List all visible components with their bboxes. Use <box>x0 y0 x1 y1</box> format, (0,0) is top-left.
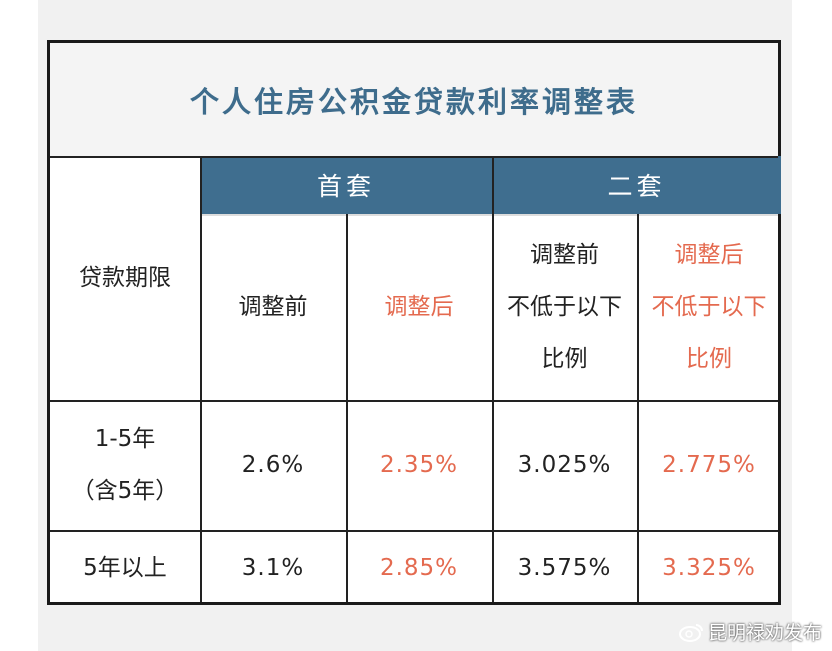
group-header: 二套 <box>492 156 781 214</box>
rate-value: 3.575% <box>517 554 612 581</box>
rate-cell: 2.6% <box>200 400 346 530</box>
rate-value: 3.325% <box>662 554 756 581</box>
rate-value: 2.775% <box>662 452 756 478</box>
rate-cell: 3.025% <box>492 400 637 530</box>
grid-line <box>50 156 778 158</box>
column-header-line: 比例 <box>541 346 588 372</box>
column-header-line: 调整后 <box>674 242 744 268</box>
rate-table: 个人住房公积金贷款利率调整表 首套 二套 贷款期限 调整前 调整后 调整前 不低于以下 比例调… <box>47 40 781 605</box>
rate-value: 2.6% <box>241 452 305 478</box>
row-header-cell: 贷款期限 <box>50 156 200 400</box>
rate-value: 2.35% <box>379 452 459 478</box>
rate-cell: 3.325% <box>637 530 781 605</box>
rate-cell: 2.85% <box>346 530 492 605</box>
column-header-cell: 调整后不低于以下比例 <box>637 214 781 400</box>
column-header-line: 不低于以下 <box>651 294 767 320</box>
column-header-line: 调整后 <box>384 294 454 320</box>
column-header-line: 调整前 <box>238 294 308 320</box>
rate-cell: 2.775% <box>637 400 781 530</box>
term-line: 5年以上 <box>83 554 167 581</box>
term-cell: 5年以上 <box>50 530 200 605</box>
term-line: （含5年） <box>71 478 179 504</box>
grid-line <box>492 156 494 602</box>
rate-cell: 3.575% <box>492 530 637 605</box>
column-header-line: 调整前 <box>530 242 599 268</box>
term-line: 1-5年 <box>94 426 156 452</box>
table-title: 个人住房公积金贷款利率调整表 <box>50 43 778 156</box>
rate-value: 3.025% <box>517 452 612 478</box>
row-header: 贷款期限 <box>79 265 171 291</box>
watermark: 昆明禄劝发布 <box>678 618 822 645</box>
term-cell: 1-5年 （含5年） <box>50 400 200 530</box>
watermark-text: 昆明禄劝发布 <box>707 622 822 644</box>
column-header-line: 不低于以下 <box>507 294 622 320</box>
group-header: 首套 <box>200 156 492 214</box>
column-header-cell: 调整前不低于以下比例 <box>492 214 637 400</box>
grid-line <box>200 156 202 602</box>
grid-line <box>346 214 348 602</box>
column-header-cell: 调整后 <box>346 214 492 400</box>
grid-line <box>200 214 778 216</box>
rate-value: 3.1% <box>241 554 305 581</box>
grid-line <box>637 214 639 602</box>
rate-value: 2.85% <box>379 554 459 581</box>
grid-line <box>50 530 778 532</box>
column-header-cell: 调整前 <box>200 214 346 400</box>
weibo-icon <box>678 623 703 642</box>
rate-cell: 3.1% <box>200 530 346 605</box>
column-header-line: 比例 <box>686 346 732 372</box>
grid-line <box>50 400 778 402</box>
rate-cell: 2.35% <box>346 400 492 530</box>
